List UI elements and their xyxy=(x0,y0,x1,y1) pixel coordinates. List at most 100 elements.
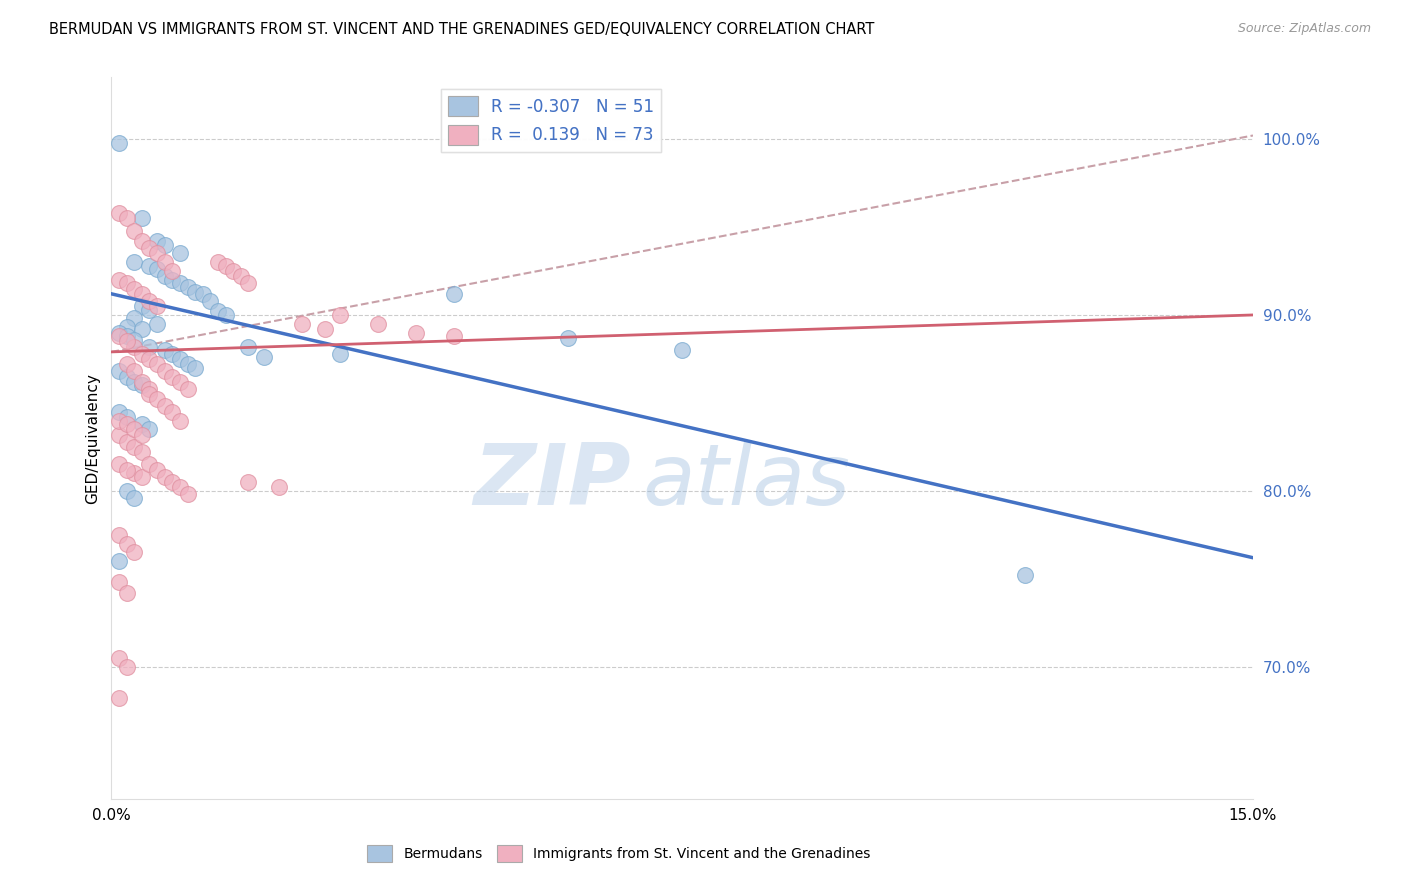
Point xyxy=(557,331,579,345)
Point xyxy=(115,409,138,424)
Point xyxy=(252,350,274,364)
Point xyxy=(207,255,229,269)
Point xyxy=(146,357,169,371)
Point xyxy=(162,273,184,287)
Point xyxy=(200,293,222,308)
Point xyxy=(122,491,145,505)
Point xyxy=(108,273,131,287)
Point xyxy=(122,375,145,389)
Point xyxy=(122,340,145,354)
Point xyxy=(131,286,153,301)
Point xyxy=(138,302,160,317)
Point xyxy=(108,651,131,665)
Text: ZIP: ZIP xyxy=(474,440,631,523)
Point xyxy=(146,317,169,331)
Point xyxy=(229,269,252,284)
Point xyxy=(131,346,153,360)
Legend: R = -0.307   N = 51, R =  0.139   N = 73: R = -0.307 N = 51, R = 0.139 N = 73 xyxy=(441,89,661,152)
Point xyxy=(314,322,336,336)
Legend: Bermudans, Immigrants from St. Vincent and the Grenadines: Bermudans, Immigrants from St. Vincent a… xyxy=(361,839,876,867)
Point xyxy=(146,246,169,260)
Point xyxy=(162,346,184,360)
Y-axis label: GED/Equivalency: GED/Equivalency xyxy=(86,373,100,504)
Point xyxy=(191,286,214,301)
Point xyxy=(176,382,198,396)
Point xyxy=(115,369,138,384)
Point xyxy=(108,136,131,150)
Point xyxy=(153,237,176,252)
Point xyxy=(108,427,131,442)
Point xyxy=(122,467,145,481)
Point xyxy=(146,392,169,407)
Point xyxy=(115,357,138,371)
Point xyxy=(122,422,145,436)
Point xyxy=(405,326,427,340)
Point xyxy=(153,269,176,284)
Point xyxy=(115,334,138,349)
Point xyxy=(169,375,191,389)
Point xyxy=(169,413,191,427)
Point xyxy=(138,241,160,255)
Point xyxy=(115,320,138,334)
Point xyxy=(138,293,160,308)
Point xyxy=(115,434,138,449)
Text: Source: ZipAtlas.com: Source: ZipAtlas.com xyxy=(1237,22,1371,36)
Point xyxy=(146,463,169,477)
Point xyxy=(138,259,160,273)
Point xyxy=(169,480,191,494)
Point xyxy=(238,277,260,291)
Point xyxy=(122,255,145,269)
Point xyxy=(122,311,145,326)
Point xyxy=(162,405,184,419)
Point xyxy=(131,470,153,484)
Point xyxy=(131,234,153,248)
Point xyxy=(122,545,145,559)
Point xyxy=(138,422,160,436)
Point xyxy=(108,364,131,378)
Point xyxy=(291,317,314,331)
Point xyxy=(169,277,191,291)
Text: BERMUDAN VS IMMIGRANTS FROM ST. VINCENT AND THE GRENADINES GED/EQUIVALENCY CORRE: BERMUDAN VS IMMIGRANTS FROM ST. VINCENT … xyxy=(49,22,875,37)
Point xyxy=(222,264,245,278)
Point xyxy=(176,280,198,294)
Point xyxy=(153,255,176,269)
Point xyxy=(671,343,693,358)
Point xyxy=(176,487,198,501)
Point xyxy=(108,413,131,427)
Point xyxy=(131,375,153,389)
Point xyxy=(115,463,138,477)
Point xyxy=(153,400,176,414)
Point xyxy=(115,417,138,431)
Point xyxy=(115,277,138,291)
Point xyxy=(267,480,290,494)
Point xyxy=(115,329,138,343)
Point xyxy=(131,417,153,431)
Point xyxy=(131,322,153,336)
Point xyxy=(108,691,131,706)
Point xyxy=(153,343,176,358)
Point xyxy=(162,475,184,489)
Point xyxy=(138,351,160,366)
Point xyxy=(146,262,169,277)
Point xyxy=(214,259,236,273)
Point xyxy=(108,405,131,419)
Point xyxy=(122,440,145,454)
Point xyxy=(162,264,184,278)
Point xyxy=(153,364,176,378)
Point xyxy=(131,427,153,442)
Point xyxy=(115,536,138,550)
Point xyxy=(115,660,138,674)
Point xyxy=(131,299,153,313)
Point xyxy=(131,211,153,226)
Point xyxy=(108,528,131,542)
Point xyxy=(153,470,176,484)
Point xyxy=(329,346,352,360)
Point xyxy=(122,223,145,237)
Point xyxy=(176,357,198,371)
Point xyxy=(169,351,191,366)
Point xyxy=(146,234,169,248)
Point xyxy=(115,211,138,226)
Point xyxy=(367,317,389,331)
Point xyxy=(443,329,465,343)
Point xyxy=(122,333,145,347)
